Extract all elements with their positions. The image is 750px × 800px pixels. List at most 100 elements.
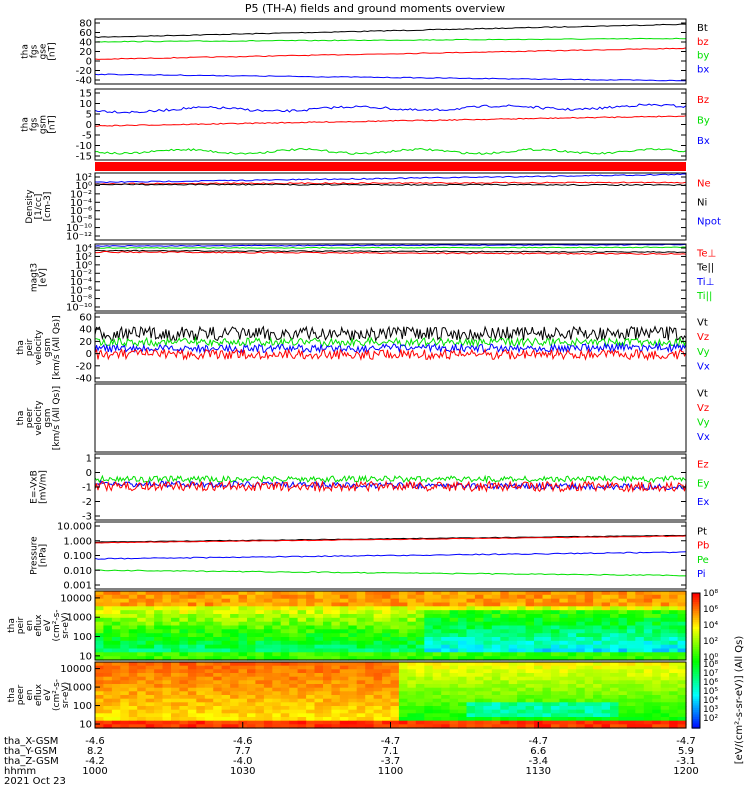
spectrogram-cell: [348, 709, 358, 714]
spectrogram-cell: [255, 591, 265, 596]
spectrogram-cell: [382, 698, 392, 703]
spectrogram-cell: [449, 724, 459, 729]
spectrogram-cell: [111, 669, 121, 674]
spectrogram-cell: [145, 691, 155, 696]
spectrogram-cell: [272, 684, 282, 689]
spectrogram-cell: [323, 598, 332, 604]
spectrogram-cell: [415, 594, 425, 600]
spectrogram-cell: [128, 610, 138, 615]
y-tick-label: 10⁻⁶: [70, 206, 92, 217]
spectrogram-cell: [263, 591, 273, 596]
spectrogram-cell: [263, 673, 273, 678]
spectrogram-cell: [652, 594, 662, 600]
spectrogram-cell: [137, 640, 147, 646]
spectrogram-cell: [415, 610, 425, 615]
spectrogram-cell: [162, 709, 172, 714]
spectrogram-cell: [500, 709, 510, 714]
spectrogram-cell: [272, 720, 282, 725]
spectrogram-cell: [610, 680, 619, 685]
spectrogram-cell: [534, 662, 543, 667]
legend-item-By: By: [697, 115, 710, 126]
spectrogram-cell: [111, 695, 121, 700]
spectrogram-cell: [154, 648, 164, 653]
spectrogram-cell: [204, 633, 214, 638]
spectrogram-cell: [626, 684, 636, 689]
spectrogram-cell: [449, 702, 459, 707]
spectrogram-cell: [247, 621, 256, 627]
spectrogram-cell: [196, 673, 206, 678]
spectrogram-cell: [643, 695, 653, 700]
spectrogram-cell: [272, 717, 282, 722]
spectrogram-cell: [187, 720, 197, 725]
spectrogram-cell: [677, 698, 687, 703]
spectrogram-cell: [263, 684, 273, 689]
legend-item-Ez: Ez: [697, 460, 709, 471]
spectrogram-cell: [652, 717, 662, 722]
spectrogram-cell: [441, 610, 451, 615]
spectrogram-cell: [550, 713, 560, 718]
spectrogram-cell: [373, 644, 383, 650]
spectrogram-cell: [398, 637, 408, 642]
spectrogram-cell: [466, 640, 476, 646]
spectrogram-cell: [221, 652, 231, 657]
spectrogram-cell: [550, 614, 560, 619]
spectrogram-cell: [660, 594, 670, 600]
spectrogram-cell: [432, 695, 442, 700]
spectrogram-cell: [635, 687, 645, 692]
spectrogram-cell: [618, 687, 628, 692]
spectrogram-cell: [542, 640, 552, 646]
spectrogram-cell: [162, 665, 172, 670]
spectrogram-cell: [534, 610, 543, 615]
spectrogram-cell: [660, 640, 670, 646]
spectrogram-cell: [356, 669, 366, 674]
spectrogram-cell: [508, 662, 518, 667]
spectrogram-cell: [255, 610, 265, 615]
spectrogram-cell: [154, 665, 164, 670]
y-tick-label: 10⁻¹²: [66, 232, 92, 243]
spectrogram-cell: [466, 656, 476, 661]
spectrogram-cell: [643, 652, 653, 657]
spectrogram-cell: [593, 724, 603, 729]
spectrogram-cell: [618, 637, 628, 642]
spectrogram-cell: [559, 610, 569, 615]
colorbar-step: [692, 613, 700, 617]
spectrogram-cell: [424, 698, 434, 703]
y-axis-label: tha fgs gse [nT]: [21, 42, 58, 60]
spectrogram-cell: [432, 691, 442, 696]
spectrogram-cell: [297, 684, 307, 689]
spectrogram-cell: [103, 640, 113, 646]
spectrogram-cell: [289, 617, 299, 623]
spectrogram-cell: [348, 662, 358, 667]
spectrogram-cell: [407, 644, 417, 650]
spectrogram-cell: [204, 702, 214, 707]
spectrogram-cell: [635, 695, 645, 700]
series-line-Vt: [94, 325, 687, 343]
spectrogram-cell: [576, 724, 586, 729]
spectrogram-cell: [542, 606, 552, 611]
spectrogram-cell: [449, 614, 459, 619]
spectrogram-cell: [407, 709, 417, 714]
spectrogram-cell: [652, 625, 662, 630]
spectrogram-cell: [449, 691, 459, 696]
spectrogram-cell: [356, 720, 366, 725]
spectrogram-cell: [677, 720, 687, 725]
spectrogram-cell: [95, 621, 104, 627]
spectrogram-cell: [652, 687, 662, 692]
spectrogram-cell: [415, 702, 425, 707]
spectrogram-cell: [272, 602, 282, 607]
spectrogram-cell: [323, 656, 332, 661]
spectrogram-cell: [407, 669, 417, 674]
spectrogram-cell: [221, 673, 231, 678]
spectrogram-cell: [373, 669, 383, 674]
spectrogram-cell: [120, 676, 130, 681]
spectrogram-cell: [120, 662, 130, 667]
spectrogram-cell: [458, 621, 467, 627]
spectrogram-cell: [314, 637, 324, 642]
spectrogram-cell: [618, 691, 628, 696]
y-label-line: [km/s (All Qs)]: [52, 315, 62, 379]
spectrogram-cell: [601, 717, 611, 722]
spectrogram-cell: [534, 665, 543, 670]
spectrogram-cell: [525, 709, 535, 714]
y-label-line: [nPa]: [39, 544, 49, 567]
spectrogram-cell: [365, 648, 375, 653]
